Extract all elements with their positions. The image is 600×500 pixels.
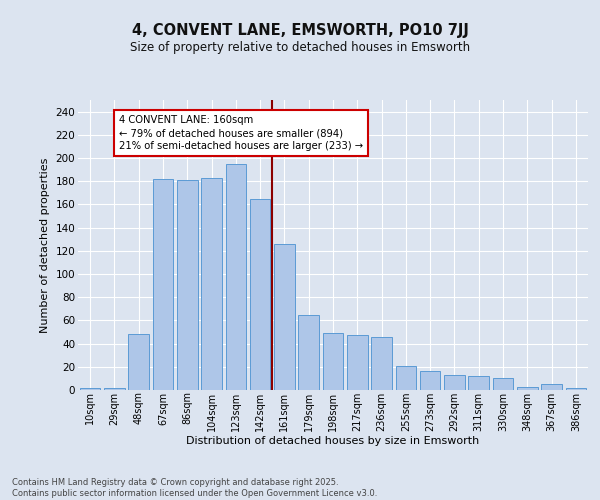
Bar [395, 366, 416, 390]
Text: Size of property relative to detached houses in Emsworth: Size of property relative to detached ho… [130, 41, 470, 54]
Bar [566, 388, 586, 390]
Bar [371, 336, 392, 390]
Text: 4, CONVENT LANE, EMSWORTH, PO10 7JJ: 4, CONVENT LANE, EMSWORTH, PO10 7JJ [131, 22, 469, 38]
Bar [493, 378, 514, 390]
Bar [469, 376, 489, 390]
Bar [201, 178, 222, 390]
Bar [250, 198, 271, 390]
Bar [420, 372, 440, 390]
Bar [177, 180, 197, 390]
Bar [226, 164, 246, 390]
Bar [444, 375, 465, 390]
Bar [541, 384, 562, 390]
Y-axis label: Number of detached properties: Number of detached properties [40, 158, 50, 332]
Bar [274, 244, 295, 390]
Bar [298, 314, 319, 390]
Bar [80, 388, 100, 390]
Bar [128, 334, 149, 390]
Text: 4 CONVENT LANE: 160sqm
← 79% of detached houses are smaller (894)
21% of semi-de: 4 CONVENT LANE: 160sqm ← 79% of detached… [119, 115, 364, 152]
Bar [104, 388, 125, 390]
Bar [517, 386, 538, 390]
X-axis label: Distribution of detached houses by size in Emsworth: Distribution of detached houses by size … [187, 436, 479, 446]
Bar [347, 336, 368, 390]
Bar [152, 179, 173, 390]
Text: Contains HM Land Registry data © Crown copyright and database right 2025.
Contai: Contains HM Land Registry data © Crown c… [12, 478, 377, 498]
Bar [323, 333, 343, 390]
